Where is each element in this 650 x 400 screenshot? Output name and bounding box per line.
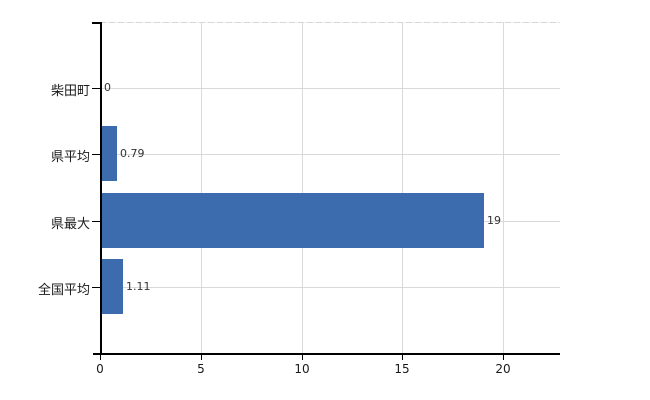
x-tick-label: 20: [495, 362, 511, 376]
bar: [101, 126, 117, 181]
x-tick-label: 0: [96, 362, 104, 376]
x-tick-mark: [402, 353, 403, 360]
x-tick-label: 15: [394, 362, 410, 376]
plot-top-border: [100, 22, 560, 23]
category-label: 柴田町: [50, 84, 90, 99]
category-tick-mark: [92, 88, 100, 89]
category-tick-mark: [92, 221, 100, 222]
x-tick-label: 10: [294, 362, 310, 376]
x-gridline: [503, 22, 504, 353]
x-tick-mark: [201, 353, 202, 360]
category-label: 県平均: [50, 150, 90, 165]
x-tick-mark: [100, 353, 101, 360]
x-tick-label: 5: [197, 362, 205, 376]
y-axis-top-tick: [92, 22, 100, 24]
x-tick-mark: [302, 353, 303, 360]
category-label: 県最大: [50, 217, 90, 232]
category-gridline: [100, 88, 560, 89]
bar-value-label: 0: [104, 81, 111, 94]
x-tick-mark: [503, 353, 504, 360]
x-axis-line: [93, 353, 560, 355]
bar: [101, 193, 484, 248]
category-gridline: [100, 287, 560, 288]
x-gridline: [201, 22, 202, 353]
bar-value-label: 1.11: [126, 280, 151, 293]
bar-value-label: 19: [487, 214, 501, 227]
y-axis-line: [100, 22, 102, 355]
x-gridline: [402, 22, 403, 353]
category-tick-mark: [92, 154, 100, 155]
x-gridline: [302, 22, 303, 353]
category-tick-mark: [92, 287, 100, 288]
category-gridline: [100, 154, 560, 155]
category-label: 全国平均: [37, 283, 90, 298]
bar: [101, 259, 123, 314]
bar-value-label: 0.79: [120, 147, 145, 160]
